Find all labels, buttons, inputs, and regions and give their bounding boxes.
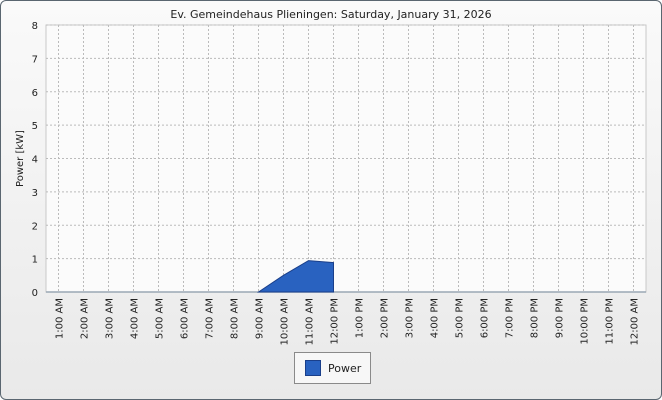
y-tick-label: 5: [32, 121, 38, 132]
legend-label-power: Power: [328, 361, 362, 375]
x-tick-label: 4:00 PM: [430, 298, 441, 338]
x-tick-label: 8:00 PM: [530, 298, 541, 338]
x-tick-label: 5:00 PM: [455, 298, 466, 338]
y-tick-label: 0: [32, 288, 38, 299]
x-tick-label: 9:00 PM: [555, 298, 566, 338]
y-tick-label: 7: [32, 54, 38, 65]
x-tick-label: 7:00 PM: [505, 298, 516, 338]
x-tick-label: 3:00 AM: [105, 298, 116, 339]
x-tick-label: 12:00 AM: [630, 298, 641, 345]
y-tick-label: 4: [32, 155, 38, 166]
y-tick-label: 6: [32, 88, 38, 99]
x-tick-label: 3:00 PM: [405, 298, 416, 338]
x-tick-label: 11:00 AM: [305, 298, 316, 345]
y-axis-label: Power [kW]: [15, 130, 26, 187]
series-area-power: [256, 260, 334, 293]
x-tick-label: 2:00 PM: [380, 298, 391, 338]
y-tick-label: 8: [32, 21, 38, 32]
x-tick-label: 4:00 AM: [130, 298, 141, 339]
x-tick-label: 6:00 PM: [480, 298, 491, 338]
x-tick-label: 5:00 AM: [155, 298, 166, 339]
chart-title: Ev. Gemeindehaus Plieningen: Saturday, J…: [170, 8, 492, 21]
y-tick-label: 2: [32, 221, 38, 232]
y-tick-label: 3: [32, 188, 38, 199]
x-tick-label: 1:00 PM: [355, 298, 366, 338]
x-tick-label: 1:00 AM: [55, 298, 66, 339]
x-tick-label: 11:00 PM: [605, 298, 616, 345]
x-tick-label: 10:00 AM: [280, 298, 291, 345]
x-tick-label: 2:00 AM: [80, 298, 91, 339]
legend: Power: [294, 352, 371, 384]
legend-swatch-power: [305, 360, 321, 376]
y-tick-label: 1: [32, 255, 38, 266]
x-tick-label: 10:00 PM: [580, 298, 591, 345]
x-tick-label: 12:00 PM: [330, 298, 341, 345]
x-tick-label: 8:00 AM: [230, 298, 241, 339]
x-tick-label: 7:00 AM: [205, 298, 216, 339]
x-tick-label: 9:00 AM: [255, 298, 266, 339]
x-tick-label: 6:00 AM: [180, 298, 191, 339]
